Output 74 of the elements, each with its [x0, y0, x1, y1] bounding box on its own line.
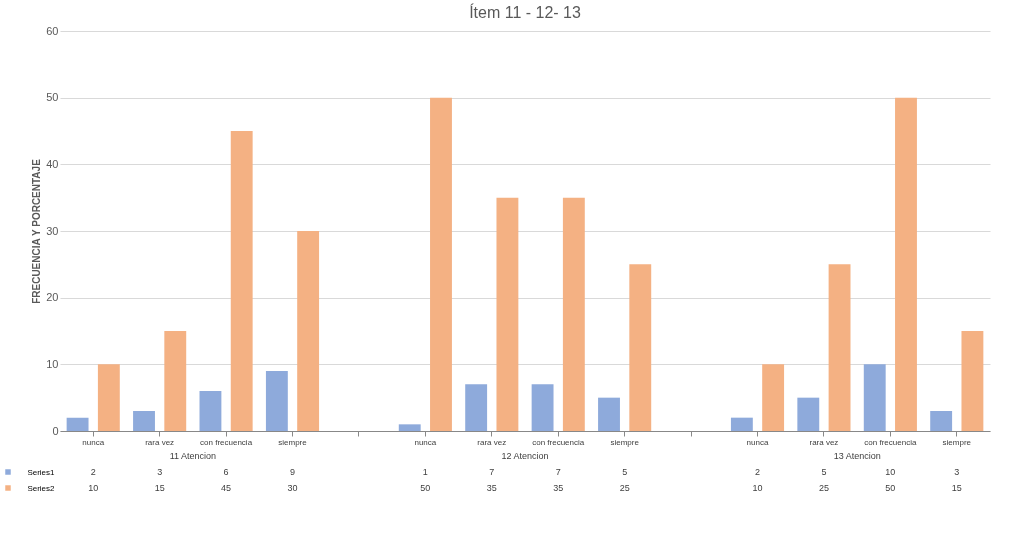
bar — [465, 384, 488, 431]
y-tick-label: 60 — [46, 24, 59, 37]
data-label: 30 — [287, 483, 298, 493]
data-label: 45 — [221, 483, 232, 493]
bar — [598, 397, 620, 431]
legend-label: Series2 — [27, 483, 56, 493]
data-label: 15 — [951, 483, 962, 493]
data-label: 3 — [157, 467, 163, 477]
bar — [97, 364, 120, 431]
data-label: 35 — [486, 483, 497, 493]
data-label: 25 — [619, 483, 630, 493]
data-label: 2 — [90, 467, 96, 477]
bar — [629, 264, 652, 431]
x-tick-label: nunca — [414, 437, 437, 447]
text: 11 Atencion — [169, 451, 217, 461]
y-tick-label: 10 — [46, 357, 59, 370]
bar — [199, 391, 222, 431]
bar — [398, 424, 421, 431]
data-label: 7 — [489, 467, 495, 477]
x-tick-label: rara vez — [145, 437, 175, 447]
x-tick-label: nunca — [746, 437, 769, 447]
data-label: 50 — [885, 483, 896, 493]
data-label: 15 — [154, 483, 165, 493]
bar — [797, 397, 820, 431]
data-label: 3 — [954, 467, 960, 477]
data-label: 6 — [223, 467, 229, 477]
x-tick-label: siempre — [278, 437, 308, 447]
bar — [265, 371, 288, 431]
bar — [895, 97, 917, 431]
bar — [496, 197, 519, 431]
data-label: 10 — [88, 483, 99, 493]
bar — [430, 97, 452, 431]
bar — [531, 384, 554, 431]
bar — [828, 264, 851, 431]
bar — [961, 331, 984, 431]
y-tick-label: 30 — [46, 224, 59, 237]
text: 12 Atencion — [501, 451, 549, 461]
data-label: 2 — [754, 467, 761, 477]
bar — [730, 417, 753, 431]
y-tick-label: 20 — [46, 291, 59, 304]
x-tick-label: siempre — [610, 437, 640, 447]
data-label: 35 — [553, 483, 564, 493]
data-label: 10 — [752, 483, 763, 493]
x-tick-label: con frecuencia — [532, 437, 585, 447]
data-label: 9 — [289, 467, 296, 477]
bar — [762, 364, 785, 431]
chart-title: Ítem 11 - 12- 13 — [469, 3, 581, 21]
bar — [164, 331, 187, 431]
bar — [863, 364, 886, 431]
bar — [66, 417, 89, 431]
legend-label: Series1 — [27, 467, 56, 477]
y-tick-label: 0 — [52, 424, 59, 437]
data-label: 50 — [420, 483, 431, 493]
data-label: 5 — [821, 467, 827, 477]
x-tick-label: siempre — [942, 437, 972, 447]
text: 13 Atencion — [833, 451, 881, 461]
y-axis-title: FRECUENCIA Y PORCENTAJE — [31, 158, 43, 304]
data-label: 25 — [818, 483, 829, 493]
data-label: 5 — [622, 467, 628, 477]
y-tick-label: 40 — [46, 157, 59, 170]
data-label: 7 — [555, 467, 561, 477]
bar — [930, 411, 953, 431]
bar — [562, 197, 585, 431]
x-tick-label: con frecuencia — [864, 437, 917, 447]
bar — [297, 231, 320, 431]
x-tick-label: nunca — [82, 437, 105, 447]
x-tick-label: rara vez — [809, 437, 839, 447]
y-tick-label: 50 — [46, 91, 59, 104]
data-label: 10 — [885, 467, 896, 477]
x-tick-label: rara vez — [477, 437, 507, 447]
bar — [230, 131, 253, 431]
x-tick-label: con frecuencia — [200, 437, 253, 447]
bar — [133, 411, 155, 431]
data-label: 1 — [422, 467, 428, 477]
